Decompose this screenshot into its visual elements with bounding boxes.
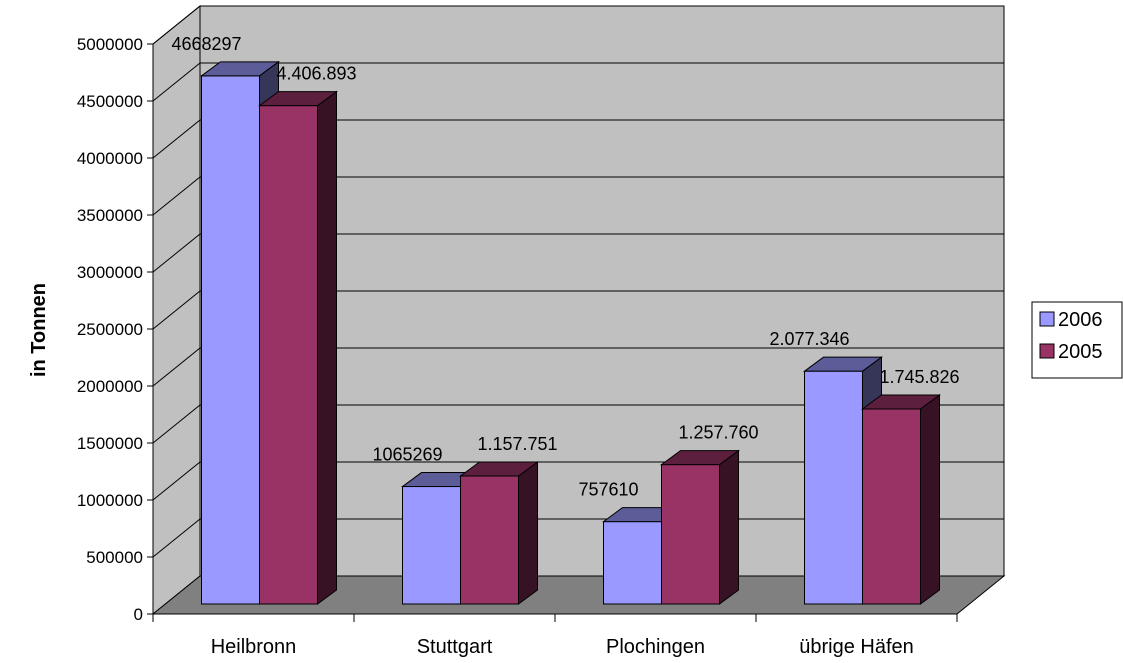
y-axis-title: in Tonnen [28,283,50,377]
y-tick-label: 2500000 [77,320,143,339]
bar-front [402,486,461,605]
axes [147,43,958,622]
bar-2005 [458,461,540,605]
y-tick-label: 1500000 [77,434,143,453]
category-label: übrige Häfen [799,636,914,658]
y-tick-labels: 0 500000 1000000 1500000 2000000 2500000 30000… [77,35,143,624]
bar-front [661,464,720,605]
data-label: 1.745.826 [879,367,959,387]
bar-top [458,461,540,477]
gridline [152,347,1004,387]
data-label: 2.077.346 [769,329,849,349]
bar-top [257,91,339,107]
bar-top [659,450,741,466]
bar-top [802,356,884,372]
y-tick-label: 3000000 [77,263,143,282]
bar-2005 [860,393,942,605]
legend-label: 2006 [1058,309,1103,331]
legend-label: 2005 [1058,341,1103,363]
y-tick-label: 4000000 [77,149,143,168]
bar-front [804,370,863,605]
bar-side [518,461,538,605]
y-tick-label: 2000000 [77,377,143,396]
gridline [152,119,1004,159]
bar-front [201,75,260,605]
bar-front [460,475,519,605]
y-tick-label: 500000 [86,548,143,567]
legend-swatch [1039,311,1055,327]
bar-front [862,408,921,605]
bar-2005 [257,90,339,605]
gridline [152,5,1004,45]
gridline [152,176,1004,216]
gridline [152,233,1004,273]
y-tick-label: 3500000 [77,206,143,225]
y-tick-label: 1000000 [77,491,143,510]
data-label: 1.257.760 [678,423,758,443]
bars [199,60,942,605]
legend: 2006 2005 [1031,301,1123,379]
data-label: 1.157.751 [477,434,557,454]
bar-front [603,521,662,605]
category-label: Stuttgart [417,636,493,658]
data-labels: 4668297 4.406.893 1065269 1.157.751 757610 1.… [171,34,959,500]
bar-front [259,105,318,605]
bar-top [860,394,942,410]
category-label: Plochingen [606,636,705,658]
gridline [152,62,1004,102]
data-label: 1065269 [372,445,442,465]
bar-top [199,61,281,77]
data-label: 4.406.893 [276,64,356,84]
legend-swatch [1039,343,1055,359]
bar-side [719,449,739,605]
bar-side [920,393,940,605]
bar-side [317,90,337,605]
y-tick-label: 5000000 [77,35,143,54]
category-label: Heilbronn [211,636,297,658]
bar-2005 [659,449,741,605]
gridline [152,404,1004,444]
data-label: 4668297 [171,34,241,54]
category-labels: Heilbronn Stuttgart Plochingen übrige Häfen [211,636,914,658]
gridline [152,290,1004,330]
y-tick-label: 0 [134,605,143,624]
y-tick-label: 4500000 [77,92,143,111]
data-label: 757610 [578,480,638,500]
